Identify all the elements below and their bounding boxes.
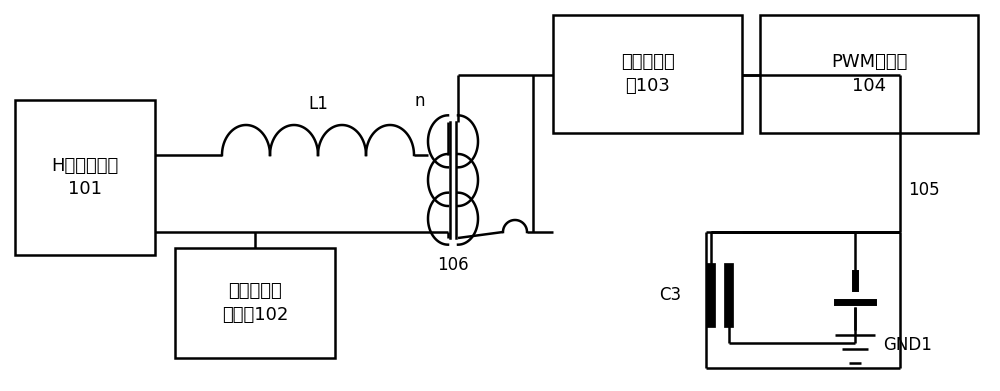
Text: n: n	[415, 92, 425, 110]
Bar	[553, 15, 742, 133]
Text: PWM控制器
104: PWM控制器 104	[831, 53, 907, 95]
Text: 105: 105	[908, 181, 940, 199]
Bar	[760, 15, 978, 133]
Bar	[175, 248, 335, 358]
Text: 峰值电流检
测电路102: 峰值电流检 测电路102	[222, 282, 288, 324]
Text: 全波整流电
路103: 全波整流电 路103	[621, 53, 674, 95]
Text: H桥开关电路
101: H桥开关电路 101	[51, 157, 119, 198]
Text: C3: C3	[659, 286, 681, 304]
Text: 106: 106	[437, 256, 469, 274]
Text: GND1: GND1	[883, 336, 932, 354]
Bar	[15, 100, 155, 255]
Text: L1: L1	[308, 95, 328, 113]
